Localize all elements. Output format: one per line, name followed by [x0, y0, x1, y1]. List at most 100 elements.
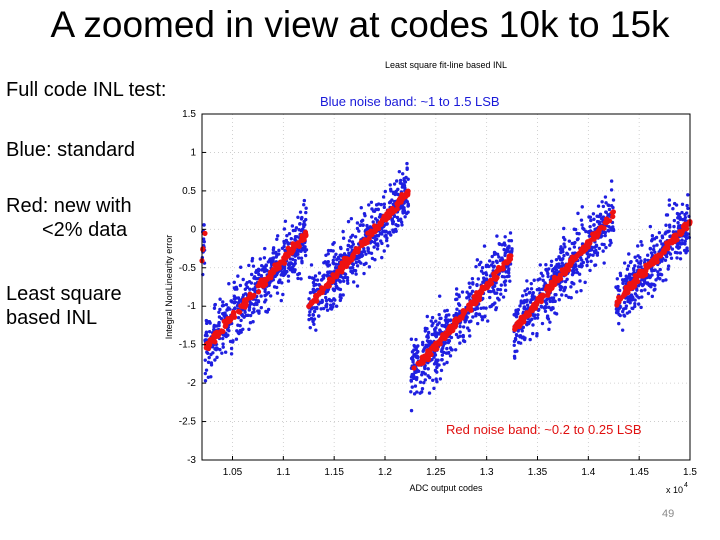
- red-point: [530, 305, 536, 311]
- blue-point: [594, 244, 599, 248]
- blue-point: [249, 272, 254, 277]
- red-point: [557, 272, 563, 278]
- blue-point: [498, 287, 503, 292]
- blue-point: [373, 238, 378, 242]
- blue-point: [686, 193, 690, 197]
- blue-point: [326, 248, 331, 253]
- blue-point: [251, 320, 255, 324]
- blue-point: [275, 234, 280, 238]
- blue-point: [535, 287, 540, 292]
- red-point: [303, 233, 309, 239]
- blue-point: [410, 385, 414, 389]
- blue-point: [547, 267, 551, 271]
- red-point: [335, 268, 341, 274]
- blue-point: [413, 384, 418, 388]
- x-multiplier-exponent: 4: [684, 482, 688, 489]
- blue-point: [518, 304, 522, 308]
- blue-point: [243, 310, 247, 314]
- blue-point: [435, 370, 439, 374]
- red-point: [200, 246, 206, 253]
- blue-point: [592, 217, 596, 221]
- blue-point: [291, 228, 295, 233]
- blue-point: [282, 227, 287, 231]
- blue-point: [309, 263, 314, 267]
- blue-point: [381, 195, 386, 199]
- red-point: [475, 297, 481, 303]
- blue-point: [643, 288, 647, 292]
- blue-point: [531, 331, 535, 336]
- blue-point: [530, 292, 535, 297]
- blue-point: [266, 260, 271, 264]
- blue-point: [372, 245, 376, 249]
- blue-point: [551, 296, 555, 301]
- blue-point: [380, 255, 384, 260]
- blue-point: [383, 230, 388, 234]
- blue-point: [432, 355, 436, 359]
- blue-point: [224, 302, 229, 307]
- blue-point: [300, 261, 304, 265]
- blue-point: [265, 310, 270, 314]
- blue-point: [350, 244, 354, 249]
- blue-point: [268, 257, 273, 261]
- blue-point: [611, 198, 616, 202]
- red-point: [512, 325, 519, 331]
- blue-point: [584, 229, 588, 234]
- blue-point: [562, 289, 566, 293]
- blue-point: [676, 246, 681, 250]
- blue-point: [367, 265, 372, 269]
- blue-point: [626, 264, 631, 268]
- y-tick-label: -2.5: [179, 417, 197, 428]
- blue-point: [510, 247, 514, 251]
- blue-point: [518, 341, 523, 345]
- blue-point: [523, 306, 527, 311]
- red-point: [645, 264, 651, 270]
- blue-point: [234, 337, 239, 341]
- blue-point: [622, 261, 627, 265]
- blue-point: [423, 346, 427, 350]
- blue-point: [560, 261, 564, 265]
- blue-point: [664, 223, 668, 227]
- blue-point: [331, 261, 335, 265]
- blue-point: [447, 339, 452, 343]
- blue-point: [439, 349, 444, 354]
- blue-point: [490, 254, 494, 259]
- blue-point: [577, 272, 582, 276]
- blue-point: [374, 203, 379, 207]
- blue-point: [529, 287, 534, 291]
- chart-title: Least square fit-line based INL: [385, 60, 507, 70]
- blue-point: [491, 260, 495, 265]
- blue-point: [403, 186, 407, 190]
- blue-point: [475, 283, 479, 288]
- blue-point: [264, 263, 268, 267]
- red-point: [434, 341, 440, 347]
- red-point: [591, 232, 598, 238]
- x-tick-label: 1.15: [324, 467, 344, 478]
- blue-point: [608, 238, 613, 243]
- blue-point: [494, 307, 498, 312]
- red-point: [405, 188, 411, 194]
- blue-point: [574, 267, 579, 272]
- blue-point: [597, 246, 602, 251]
- blue-point: [357, 256, 361, 260]
- blue-point: [431, 378, 435, 383]
- blue-point: [290, 265, 295, 270]
- red-point: [209, 337, 215, 343]
- blue-point: [579, 258, 584, 262]
- blue-point: [307, 297, 311, 301]
- blue-point: [315, 306, 319, 311]
- red-point: [614, 299, 620, 305]
- blue-point: [560, 285, 564, 289]
- blue-point: [298, 210, 303, 214]
- red-point: [545, 292, 551, 298]
- blue-point: [299, 217, 304, 221]
- blue-point: [658, 277, 662, 281]
- blue-point: [609, 179, 614, 183]
- blue-point: [562, 226, 566, 231]
- blue-point: [528, 319, 532, 323]
- blue-point: [280, 270, 285, 275]
- blue-point: [315, 278, 320, 282]
- bullet-line: <2% data: [42, 219, 128, 241]
- blue-point: [328, 270, 332, 274]
- blue-point: [536, 313, 540, 317]
- blue-point: [437, 312, 441, 317]
